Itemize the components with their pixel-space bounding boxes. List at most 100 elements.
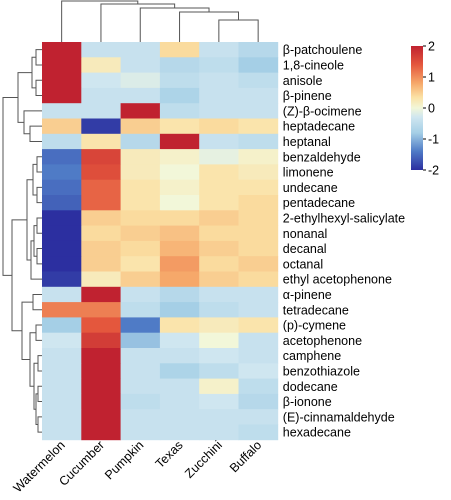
heatmap-cell bbox=[81, 42, 121, 58]
row-label: β-ionone bbox=[283, 395, 332, 409]
heatmap-cell bbox=[120, 286, 161, 303]
dendrogram-branch bbox=[23, 110, 42, 135]
row-label: benzothiazole bbox=[283, 364, 360, 378]
heatmap-cell bbox=[238, 72, 279, 89]
dendrogram-branch bbox=[32, 163, 37, 196]
heatmap-cell bbox=[238, 393, 279, 410]
heatmap-cell bbox=[120, 149, 161, 165]
heatmap-cell bbox=[199, 378, 239, 395]
column-label: Texas bbox=[153, 438, 186, 471]
heatmap-cell bbox=[159, 424, 200, 441]
heatmap-cell bbox=[42, 210, 82, 226]
heatmap-cell bbox=[199, 57, 239, 73]
heatmap-cell bbox=[159, 271, 200, 288]
heatmap-cell bbox=[159, 42, 200, 58]
heatmap-cell bbox=[199, 164, 239, 181]
heatmap-cell bbox=[42, 317, 82, 334]
row-label: ethyl acetophenone bbox=[283, 273, 392, 287]
heatmap-cell bbox=[159, 378, 200, 395]
heatmap-cell bbox=[199, 87, 239, 104]
heatmap-cell bbox=[238, 286, 279, 303]
heatmap-cell bbox=[120, 271, 161, 288]
heatmap-cell bbox=[199, 118, 239, 135]
colorbar-tick-label: -1 bbox=[428, 133, 439, 147]
colorbar-tick-label: -2 bbox=[428, 164, 439, 178]
heatmap-cell bbox=[238, 210, 279, 226]
heatmap-cell bbox=[81, 348, 121, 364]
heatmap-cell bbox=[42, 118, 82, 135]
row-label: hexadecane bbox=[283, 426, 351, 440]
heatmap-cell bbox=[238, 378, 279, 395]
heatmap-cell bbox=[159, 302, 200, 318]
dendrogram-branch bbox=[61, 0, 139, 42]
row-label: octanal bbox=[283, 257, 323, 271]
heatmap-cell bbox=[81, 393, 121, 410]
heatmap-cell bbox=[238, 164, 279, 181]
heatmap-cell bbox=[238, 317, 279, 334]
heatmap-cell bbox=[238, 57, 279, 73]
heatmap-cell bbox=[81, 103, 121, 119]
heatmap-cell bbox=[120, 164, 161, 181]
dendrogram-branch bbox=[29, 125, 42, 142]
row-label: acetophenone bbox=[283, 334, 362, 348]
heatmap-cell bbox=[238, 409, 279, 425]
heatmap-cell bbox=[159, 332, 200, 349]
heatmap-cell bbox=[42, 225, 82, 242]
heatmap-cell bbox=[120, 240, 161, 257]
heatmap-cell bbox=[81, 271, 121, 288]
colorbar-legend: 2 1 0 -1 -2 bbox=[411, 40, 439, 178]
row-label: nonanal bbox=[283, 227, 328, 241]
row-label: benzaldehyde bbox=[283, 150, 361, 164]
dendrogram-branch bbox=[11, 219, 27, 332]
heatmap-cell bbox=[199, 240, 239, 257]
heatmap-cell bbox=[159, 210, 200, 226]
heatmap-cell bbox=[199, 271, 239, 288]
row-label: (Z)-β-ocimene bbox=[283, 104, 362, 118]
heatmap-cell bbox=[42, 133, 82, 150]
dendrogram-branch bbox=[179, 11, 239, 42]
heatmap-cell bbox=[42, 179, 82, 196]
row-dendrogram bbox=[2, 49, 42, 433]
heatmap-cell bbox=[238, 363, 279, 379]
heatmap-cell bbox=[120, 210, 161, 226]
heatmap-cell bbox=[238, 256, 279, 272]
row-label: decanal bbox=[283, 242, 327, 256]
heatmap-cell bbox=[159, 286, 200, 303]
row-label: tetradecane bbox=[283, 303, 349, 317]
row-label: camphene bbox=[283, 349, 341, 363]
heatmap-cell bbox=[238, 225, 279, 242]
heatmap-cell bbox=[159, 103, 200, 119]
heatmap-cell bbox=[42, 149, 82, 165]
heatmap-cell bbox=[42, 240, 82, 257]
heatmap-cell bbox=[81, 164, 121, 181]
heatmap-cell bbox=[42, 348, 82, 364]
heatmap-cell bbox=[42, 409, 82, 425]
heatmap-cell bbox=[199, 225, 239, 242]
heatmap-cell bbox=[120, 57, 161, 73]
row-label: β-patchoulene bbox=[283, 43, 363, 57]
dendrogram-branch bbox=[36, 217, 42, 234]
heatmap-cell bbox=[159, 225, 200, 242]
heatmap-cell bbox=[81, 378, 121, 395]
heatmap-cell bbox=[238, 271, 279, 288]
heatmap-cell bbox=[120, 225, 161, 242]
heatmap-cell bbox=[120, 87, 161, 104]
heatmap-cell bbox=[120, 195, 161, 211]
row-label: α-pinene bbox=[283, 288, 332, 302]
heatmap-cell bbox=[238, 133, 279, 150]
heatmap-cell bbox=[199, 42, 239, 58]
heatmap-cell bbox=[199, 317, 239, 334]
dendrogram-branch bbox=[37, 355, 42, 372]
heatmap-cell bbox=[42, 87, 82, 104]
heatmap-cell bbox=[159, 149, 200, 165]
heatmap-cell bbox=[120, 42, 161, 58]
heatmap-cell bbox=[120, 424, 161, 441]
heatmap-cell bbox=[238, 149, 279, 165]
heatmap-cell bbox=[199, 256, 239, 272]
dendrogram-branch bbox=[36, 156, 42, 173]
heatmap-cell bbox=[159, 195, 200, 211]
dendrogram-branch bbox=[32, 293, 42, 311]
heatmap-cell bbox=[199, 302, 239, 318]
dendrogram-branch bbox=[36, 248, 42, 265]
heatmap-cell bbox=[199, 363, 239, 379]
